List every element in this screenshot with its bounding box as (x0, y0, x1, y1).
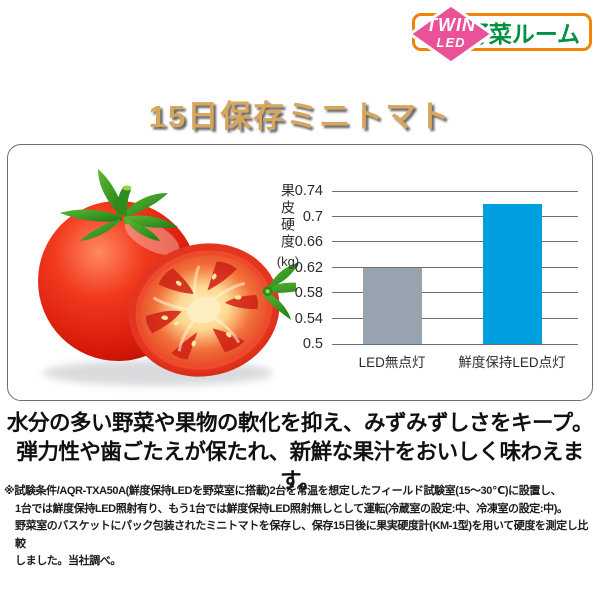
half-tomato-calyx-icon (262, 262, 296, 320)
y-tick-label: 0.74 (294, 183, 323, 199)
flesh-streaks (152, 265, 246, 352)
footnote-line: しました。当社調べ。 (15, 555, 121, 568)
led-text: LED (436, 35, 466, 50)
gridline (332, 318, 578, 319)
description: 水分の多い野菜や果物の軟化を抑え、みずみずしさをキープ。 弾力性や歯ごたえが保た… (0, 409, 600, 496)
seed-cavities (145, 261, 259, 360)
y-tick-label: 0.54 (294, 310, 323, 327)
gridline (332, 215, 578, 217)
chart-plot: 0.5 0.54 0.58 0.62 0.66 0.7 0.74 LED無点灯 鮮度保持LED点… (295, 183, 578, 370)
chart-y-axis-label: 果皮硬度 (kg) (268, 183, 308, 269)
y-axis-unit: (kg) (276, 254, 300, 269)
bar-led-on (482, 203, 542, 344)
gridline (332, 241, 578, 243)
footnote: ※試験条件/AQR-TXA50A(鮮度保持LEDを野菜室に搭載)2台を常温を想定… (4, 483, 598, 571)
gridline (332, 343, 578, 345)
gridline (332, 292, 578, 294)
description-line-2: 弾力性や歯ごたえが保たれ、新鮮な果汁をおいしく味わえます。 (16, 440, 584, 493)
gridline (332, 267, 578, 268)
x-category-label: LED無点灯 (358, 355, 426, 370)
description-line-1: 水分の多い野菜や果物の軟化を抑え、みずみずしさをキープ。 (6, 411, 594, 435)
result-panel: 果皮硬度 (kg) 0.5 0.54 0.58 0.62 0.66 0.7 0.74 LED無… (7, 144, 593, 401)
y-tick-label: 0.66 (294, 234, 323, 250)
page-title: 15日保存ミニトマト (148, 99, 452, 134)
twin-text: TWIN (426, 15, 476, 35)
half-tomato (128, 243, 280, 377)
gridline (332, 190, 578, 192)
bar-led-off (362, 267, 422, 344)
tomato-calyx-icon (60, 169, 178, 241)
tomato-image (38, 169, 296, 386)
footnote-line: ※試験条件/AQR-TXA50A(鮮度保持LEDを野菜室に搭載)2台を常温を想定… (4, 485, 562, 497)
footnote-line: 1台では鮮度保持LED照射有り、もう1台では鮮度保持LED照射無しとして運転(冷… (15, 502, 568, 515)
twin-led-logo: 野菜ルーム TWIN LED (404, 3, 596, 65)
footnote-line: 野菜室のバスケットにパック包装されたミニトマトを保存し、保存15日後に果実硬度計… (15, 520, 588, 550)
y-axis-label-text: 果皮硬度 (280, 183, 296, 251)
x-category-label: 鮮度保持LED点灯 (458, 355, 566, 370)
y-tick-label: 0.5 (302, 336, 323, 352)
diamond-shape-icon (408, 3, 494, 65)
twin-led-diamond: TWIN LED (408, 3, 494, 65)
y-tick-label: 0.62 (294, 259, 323, 276)
tomato-seeds (161, 273, 242, 347)
y-tick-label: 0.7 (302, 208, 323, 225)
y-tick-label: 0.58 (294, 285, 323, 301)
